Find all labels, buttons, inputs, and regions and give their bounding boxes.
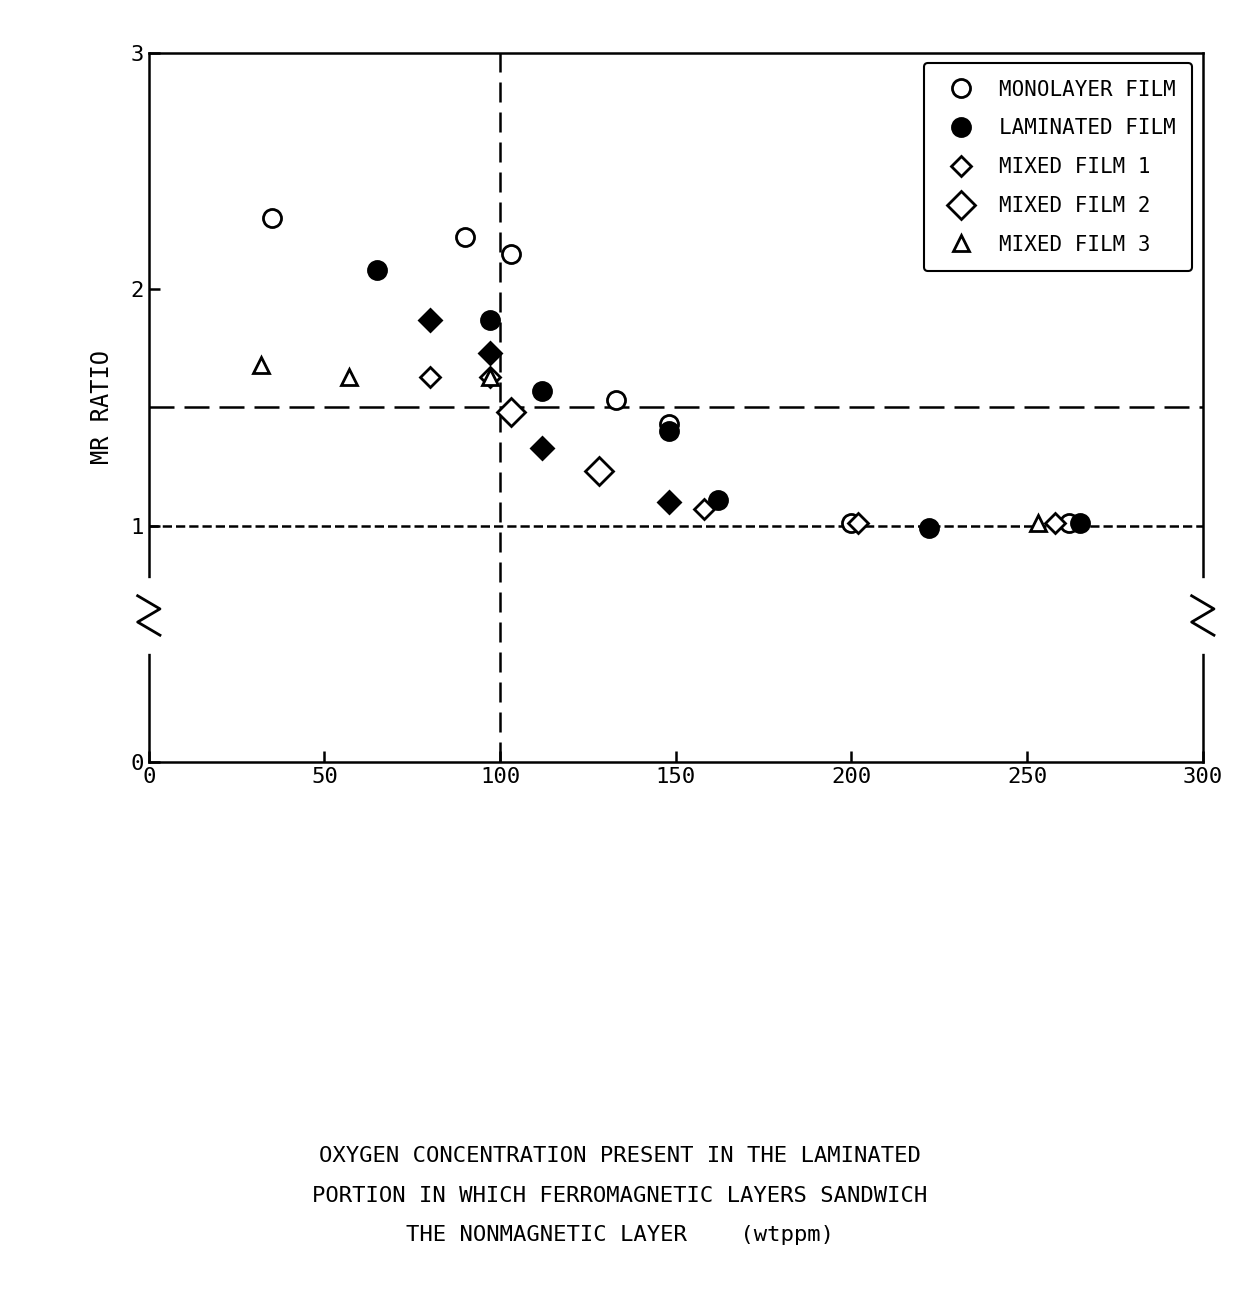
Text: THE NONMAGNETIC LAYER    (wtppm): THE NONMAGNETIC LAYER (wtppm) <box>405 1225 835 1246</box>
Legend: MONOLAYER FILM, LAMINATED FILM, MIXED FILM 1, MIXED FILM 2, MIXED FILM 3: MONOLAYER FILM, LAMINATED FILM, MIXED FI… <box>924 63 1193 271</box>
Text: PORTION IN WHICH FERROMAGNETIC LAYERS SANDWICH: PORTION IN WHICH FERROMAGNETIC LAYERS SA… <box>312 1185 928 1206</box>
Text: OXYGEN CONCENTRATION PRESENT IN THE LAMINATED: OXYGEN CONCENTRATION PRESENT IN THE LAMI… <box>319 1146 921 1167</box>
Y-axis label: MR RATIO: MR RATIO <box>89 351 114 464</box>
